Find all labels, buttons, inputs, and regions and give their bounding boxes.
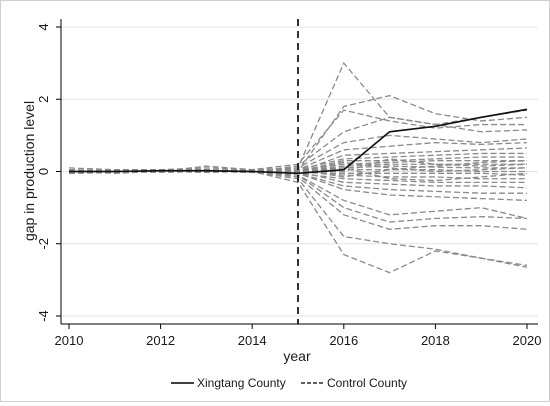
x-axis-label: year xyxy=(283,348,311,364)
y-tick-label: -4 xyxy=(36,310,51,322)
y-tick-label: 2 xyxy=(36,96,51,103)
y-axis-label: gap in production level xyxy=(21,101,37,241)
y-tick-label: 0 xyxy=(36,168,51,175)
y-tick-label: -2 xyxy=(36,238,51,250)
y-tick-label: 4 xyxy=(36,23,51,30)
y-ticks: -4 -2 0 2 4 xyxy=(36,23,61,322)
treated-series-line xyxy=(69,108,528,175)
legend: Xingtang County Control County xyxy=(171,376,407,390)
x-tick-label: 2012 xyxy=(146,333,175,348)
x-tick-label: 2018 xyxy=(421,333,450,348)
legend-control-label: Control County xyxy=(327,376,407,390)
legend-treated-label: Xingtang County xyxy=(197,376,286,390)
x-tick-label: 2020 xyxy=(513,333,542,348)
x-tick-label: 2010 xyxy=(55,333,84,348)
x-tick-label: 2014 xyxy=(238,333,267,348)
x-tick-label: 2016 xyxy=(329,333,358,348)
x-ticks: 2010 2012 2014 2016 2018 2020 xyxy=(55,324,542,348)
treated-series-group xyxy=(69,108,528,175)
